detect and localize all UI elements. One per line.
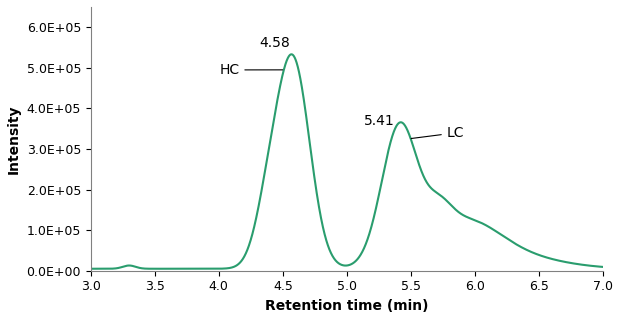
Text: 5.41: 5.41 <box>363 114 394 128</box>
Text: LC: LC <box>411 126 464 140</box>
Y-axis label: Intensity: Intensity <box>7 104 21 174</box>
Text: 4.58: 4.58 <box>260 36 291 50</box>
X-axis label: Retention time (min): Retention time (min) <box>265 299 428 313</box>
Text: HC: HC <box>219 63 283 77</box>
